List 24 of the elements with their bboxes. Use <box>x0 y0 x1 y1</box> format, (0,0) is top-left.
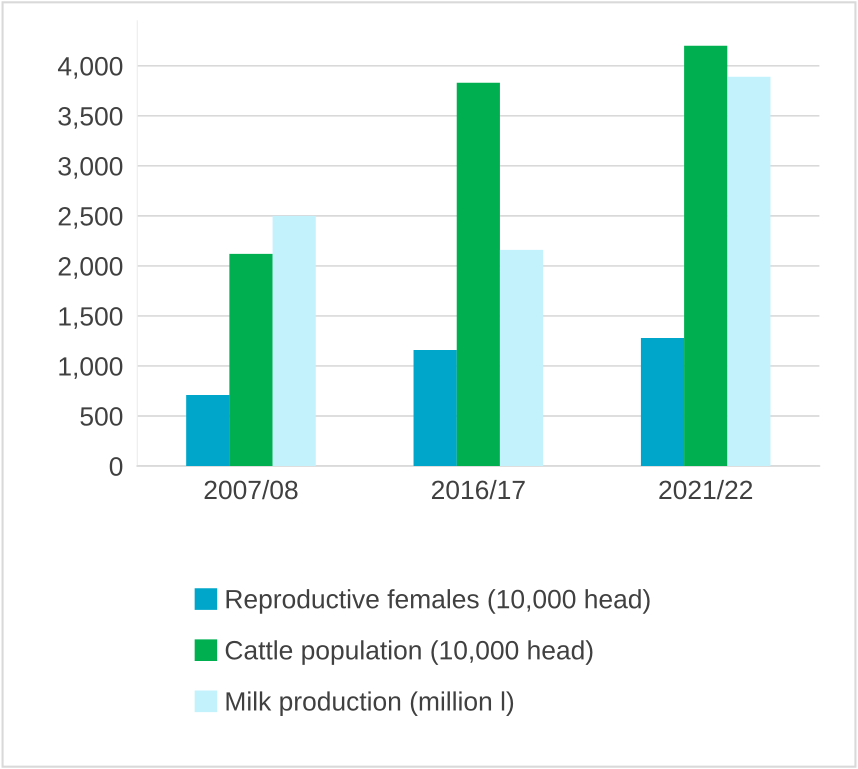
bar <box>684 46 728 466</box>
bar <box>186 394 230 466</box>
y-tick-label: 4,000 <box>58 56 122 79</box>
y-tick-label: 2,000 <box>58 257 122 279</box>
x-tick-label: 2021/22 <box>659 480 752 500</box>
y-tick-label: 3,500 <box>58 106 122 129</box>
bar <box>414 350 457 466</box>
y-tick-label: 2,500 <box>58 207 122 229</box>
y-tick-label: 1,000 <box>59 357 122 379</box>
bar <box>500 250 544 466</box>
legend-label: Reproductive females (10,000 head) <box>226 589 650 614</box>
bar <box>229 254 273 466</box>
y-tick-label: 500 <box>80 407 122 426</box>
legend-label: Cattle population (10,000 head) <box>226 640 592 665</box>
bar <box>456 82 500 466</box>
y-tick-label: 1,500 <box>59 307 122 329</box>
bar <box>640 338 684 466</box>
y-tick-label: 3,000 <box>58 156 122 179</box>
legend-label: Milk production (million l) <box>226 691 514 716</box>
x-tick-label: 2016/17 <box>432 480 525 500</box>
y-tick-label: 0 <box>110 457 122 476</box>
x-tick-label: 2007/08 <box>204 480 298 500</box>
bar <box>727 76 771 466</box>
bar <box>272 216 316 466</box>
